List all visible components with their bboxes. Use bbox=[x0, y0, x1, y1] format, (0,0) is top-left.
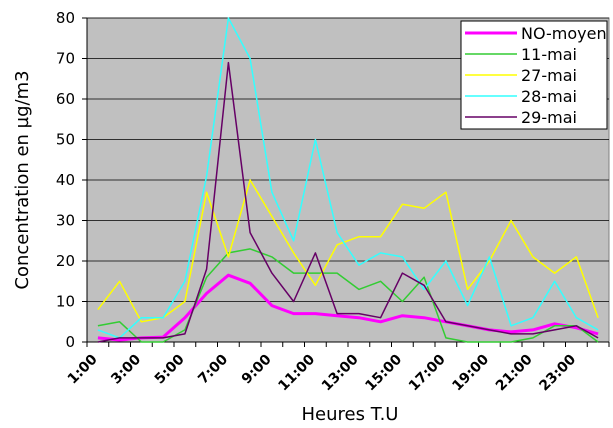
y-tick-label: 30 bbox=[56, 212, 75, 230]
x-tick-label: 13:00 bbox=[319, 351, 362, 394]
y-tick-label: 20 bbox=[56, 252, 75, 270]
y-tick-label: 10 bbox=[56, 293, 75, 311]
x-tick-label: 19:00 bbox=[449, 351, 492, 394]
x-tick-label: 1:00 bbox=[65, 351, 101, 387]
x-tick-label: 9:00 bbox=[239, 351, 275, 387]
x-tick-label: 17:00 bbox=[406, 351, 449, 394]
legend-label: NO-moyen bbox=[521, 24, 607, 43]
y-tick-label: 70 bbox=[56, 50, 75, 68]
y-tick-label: 60 bbox=[56, 90, 75, 108]
x-tick-label: 3:00 bbox=[108, 351, 144, 387]
legend-label: 11-mai bbox=[521, 45, 577, 64]
legend-label: 29-mai bbox=[521, 108, 577, 127]
series-line bbox=[97, 273, 599, 342]
y-tick-label: 80 bbox=[56, 9, 75, 27]
series-line bbox=[97, 61, 599, 343]
x-tick-label: 7:00 bbox=[195, 351, 231, 387]
y-axis-title: Concentration en µg/m3 bbox=[12, 70, 33, 289]
series-line bbox=[97, 17, 599, 339]
x-tick-label: 21:00 bbox=[493, 351, 536, 394]
legend-label: 28-mai bbox=[521, 87, 577, 106]
x-axis-title: Heures T.U bbox=[302, 404, 399, 425]
y-tick-label: 40 bbox=[56, 171, 75, 189]
x-tick-label: 5:00 bbox=[152, 351, 188, 387]
y-tick-label: 0 bbox=[65, 333, 75, 351]
y-tick-label: 50 bbox=[56, 131, 75, 149]
series-line bbox=[97, 179, 599, 323]
x-tick-label: 23:00 bbox=[536, 351, 579, 394]
x-tick-label: 15:00 bbox=[362, 351, 405, 394]
x-tick-label: 11:00 bbox=[275, 351, 318, 394]
legend-label: 27-mai bbox=[521, 66, 577, 85]
series-line bbox=[97, 248, 599, 343]
